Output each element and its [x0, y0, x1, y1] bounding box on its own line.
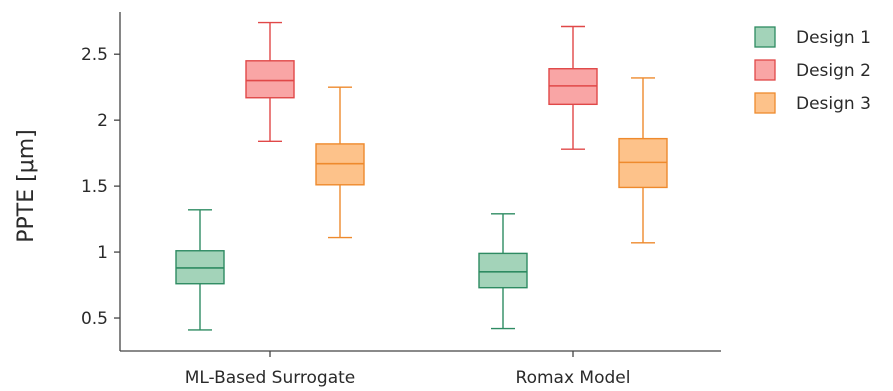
legend-label: Design 3: [796, 94, 871, 114]
y-tick-label: 0.5: [81, 309, 108, 329]
box-design-1: [479, 214, 527, 329]
y-axis-title: PPTE [μm]: [14, 129, 39, 242]
box-groups: [176, 23, 667, 330]
legend: Design 1 Design 2 Design 3: [755, 27, 871, 114]
legend-swatch: [755, 27, 775, 47]
legend-swatch: [755, 60, 775, 80]
box-design-1: [176, 210, 224, 330]
y-tick-label: 1: [97, 243, 108, 263]
y-tick-label: 2.5: [81, 45, 108, 65]
y-axis: 0.5 1 1.5 2 2.5: [81, 12, 120, 351]
box-design-2: [549, 27, 597, 150]
box-design-3: [316, 87, 364, 237]
y-tick-label: 1.5: [81, 177, 108, 197]
legend-label: Design 1: [796, 28, 871, 48]
box-design-2: [246, 23, 294, 142]
legend-label: Design 2: [796, 61, 871, 81]
box-iqr: [246, 61, 294, 98]
box-iqr: [479, 253, 527, 287]
box-design-3: [619, 78, 667, 243]
x-tick-label: Romax Model: [516, 368, 631, 388]
x-tick-label: ML-Based Surrogate: [185, 368, 356, 388]
x-axis: ML-Based Surrogate Romax Model: [120, 351, 721, 388]
y-tick-label: 2: [97, 111, 108, 131]
legend-swatch: [755, 93, 775, 113]
